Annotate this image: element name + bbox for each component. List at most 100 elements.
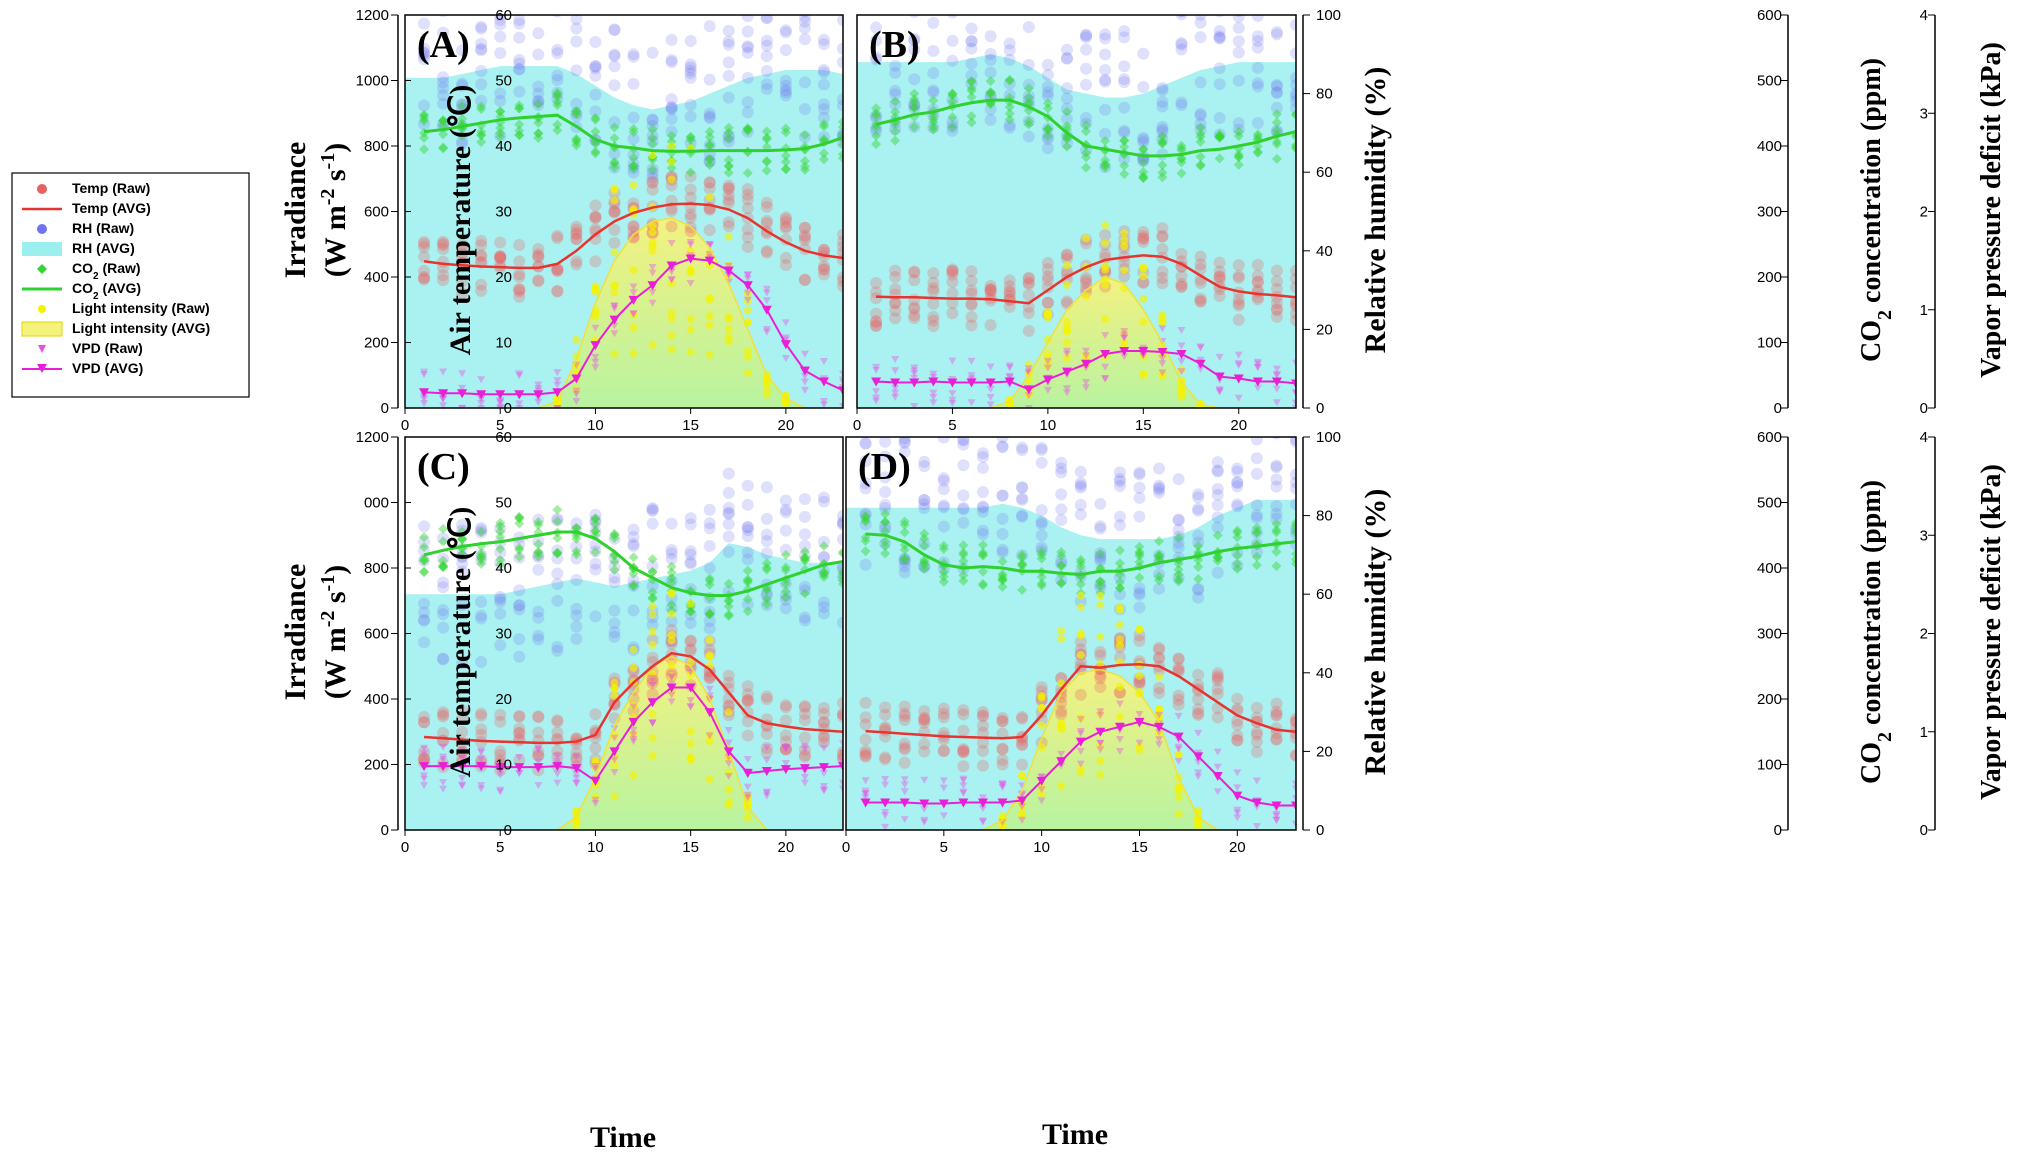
vpd-axis-bottom-tick-label: 3 xyxy=(1920,527,1928,544)
vpd-raw-point xyxy=(553,770,562,778)
vpd-raw-point xyxy=(1024,392,1033,400)
temp-raw-point xyxy=(760,246,773,259)
rh-raw-point xyxy=(418,99,431,112)
temp-raw-point xyxy=(996,743,1009,756)
vpd-raw-point xyxy=(458,384,467,392)
rh-raw-point xyxy=(946,34,959,47)
rh-raw-point xyxy=(1192,504,1205,517)
co2-raw-point xyxy=(838,575,843,586)
vpd-raw-point xyxy=(1177,368,1186,376)
temp-raw-point xyxy=(798,714,811,727)
co2-raw-point xyxy=(1004,74,1015,85)
rh-raw-point xyxy=(646,560,659,573)
rh-raw-point xyxy=(976,501,989,514)
rh-raw-point xyxy=(684,617,697,630)
temp-raw-point xyxy=(1270,733,1283,746)
vpd-raw-point xyxy=(881,812,890,820)
rh-raw-point xyxy=(532,551,545,564)
co2-raw-point xyxy=(899,544,910,555)
co2-raw-point xyxy=(997,573,1008,584)
temp-raw-point xyxy=(437,710,450,723)
vpd-raw-point xyxy=(724,760,733,768)
x-tick-label: 5 xyxy=(940,839,948,856)
vpd-avg-marker xyxy=(742,281,753,291)
temp-raw-point xyxy=(684,208,697,221)
temp-raw-point xyxy=(1270,733,1283,746)
temp-raw-point xyxy=(513,722,526,735)
rh-raw-point xyxy=(898,553,911,566)
co2-raw-point xyxy=(938,576,949,587)
co2-raw-point xyxy=(1138,172,1149,183)
light-raw-point xyxy=(1062,261,1071,270)
temp-raw-point xyxy=(1074,635,1087,648)
temp-raw-point xyxy=(1172,689,1185,702)
temp-raw-point xyxy=(1041,263,1054,276)
co2-raw-point xyxy=(647,132,658,143)
rh-raw-point xyxy=(1133,588,1146,601)
temp-raw-point xyxy=(779,743,792,756)
temp-raw-point xyxy=(513,726,526,739)
co2-raw-point xyxy=(871,111,882,122)
light-raw-point xyxy=(629,663,638,672)
temp-raw-point xyxy=(779,211,792,224)
rh-raw-point xyxy=(817,550,830,563)
rh-raw-point xyxy=(859,477,872,490)
vpd-raw-point xyxy=(591,324,600,332)
light-raw-point xyxy=(743,346,752,355)
vpd-avg-marker xyxy=(880,798,891,808)
rh-raw-point xyxy=(780,2,792,14)
rh-raw-point xyxy=(984,113,997,126)
temp-raw-point xyxy=(513,270,526,283)
co2-raw-point xyxy=(628,123,639,134)
vpd-avg-marker xyxy=(647,698,658,708)
co2-raw-point xyxy=(723,609,734,620)
vpd-raw-point xyxy=(959,775,968,783)
co2-raw-point xyxy=(1252,131,1263,142)
irradiance-axis-bottom-tick-label: 600 xyxy=(364,626,389,643)
rh-raw-point xyxy=(918,502,931,515)
rh-raw-point xyxy=(741,524,754,537)
vpd-raw-point xyxy=(743,296,752,304)
rh-raw-point xyxy=(1113,510,1126,523)
co2-raw-point xyxy=(552,533,563,544)
rh-raw-point xyxy=(1156,133,1169,146)
rh-raw-point xyxy=(1094,547,1107,560)
temp-raw-point xyxy=(760,217,773,230)
temp-raw-point xyxy=(1035,681,1048,694)
rh-raw-point xyxy=(879,437,892,448)
rh-raw-point xyxy=(684,67,697,80)
rh-raw-point xyxy=(1022,94,1035,107)
co2-raw-point xyxy=(1232,558,1243,569)
temp-raw-point xyxy=(551,263,564,276)
rh-raw-point xyxy=(684,608,697,621)
vpd-raw-point xyxy=(929,399,938,407)
temp-raw-point xyxy=(976,726,989,739)
rh-raw-point xyxy=(779,524,792,537)
co2-raw-point xyxy=(1023,119,1034,130)
co2-raw-point xyxy=(1176,143,1187,154)
temp-raw-point xyxy=(984,283,997,296)
light-raw-point xyxy=(1115,606,1124,615)
vpd-avg-marker xyxy=(860,798,871,808)
rh-raw-point xyxy=(760,528,773,541)
temp-raw-point xyxy=(513,754,526,767)
vpd-avg-marker xyxy=(1212,771,1223,781)
rh-raw-point xyxy=(589,62,602,75)
temp-raw-point xyxy=(1250,745,1263,758)
light-raw-point xyxy=(1043,356,1052,365)
rh-raw-point xyxy=(1192,529,1205,542)
rh-raw-point xyxy=(1035,544,1048,557)
temp-raw-point xyxy=(965,287,978,300)
co2-raw-point xyxy=(780,163,791,174)
co2-raw-point xyxy=(1271,527,1282,538)
rh-raw-point xyxy=(475,526,488,539)
rh-raw-point xyxy=(1137,81,1150,94)
rh-raw-point xyxy=(879,537,892,550)
temp-raw-point xyxy=(889,304,902,317)
light-raw-point xyxy=(1177,365,1186,374)
co2-raw-point xyxy=(495,526,506,537)
vpd-raw-point xyxy=(705,732,714,740)
co2-raw-point xyxy=(985,76,996,87)
co2-raw-point xyxy=(742,577,753,588)
co2-raw-point xyxy=(419,566,430,577)
